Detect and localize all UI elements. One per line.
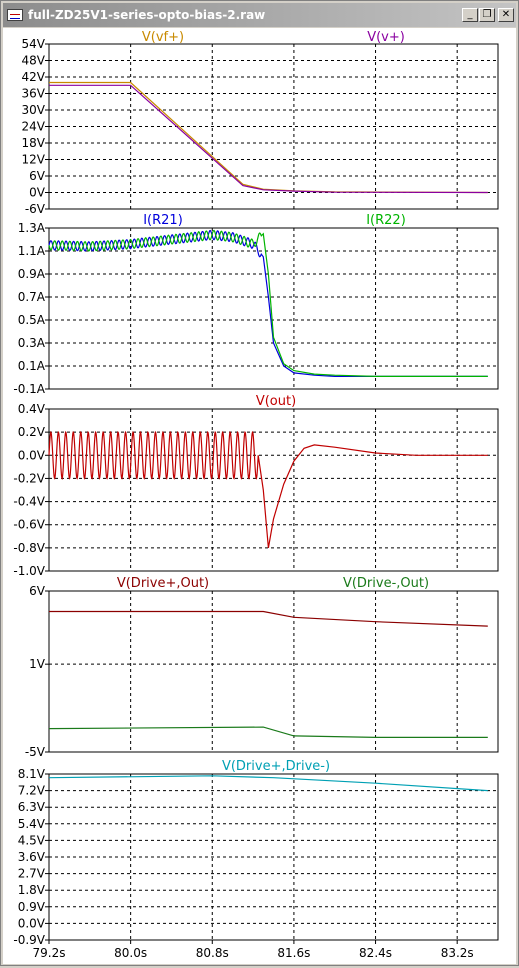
series-line-i-r21- — [48, 229, 488, 377]
y-tick-label: -1.0V — [13, 564, 45, 578]
waveform-app-icon — [7, 9, 23, 21]
series-line-v-drive-out- — [48, 726, 488, 739]
y-tick-label: 18V — [22, 136, 46, 150]
y-tick-label: -5V — [25, 745, 46, 759]
y-tick-label: 6V — [29, 169, 46, 183]
y-tick-label: 1V — [29, 657, 46, 671]
y-tick-label: 7.2V — [18, 784, 46, 798]
x-tick-label: 81.6s — [277, 946, 310, 960]
close-button[interactable]: ✕ — [498, 8, 514, 22]
x-tick-label: 82.4s — [359, 946, 392, 960]
series-title: I(R22) — [366, 213, 406, 228]
plot-panel-frame — [48, 227, 499, 390]
y-tick-label: 0V — [29, 186, 46, 200]
y-tick-label: 0.4V — [18, 402, 46, 416]
y-tick-label: 0.0V — [18, 448, 46, 462]
y-tick-label: 5.4V — [18, 817, 46, 831]
x-tick-label: 80.8s — [196, 946, 229, 960]
minimize-button[interactable]: _ — [462, 8, 478, 22]
series-title: V(vf+) — [142, 30, 184, 45]
y-tick-label: 54V — [22, 37, 46, 51]
x-tick-label: 79.2s — [33, 946, 66, 960]
y-tick-label: 0.3A — [18, 336, 46, 350]
series-title: V(Drive-,Out) — [343, 576, 429, 591]
y-tick-label: 6V — [29, 584, 46, 598]
y-tick-label: 0.7A — [18, 290, 46, 304]
y-tick-label: 0.9V — [18, 900, 46, 914]
y-tick-label: -0.1A — [13, 382, 45, 396]
series-title: V(v+) — [367, 30, 405, 45]
y-tick-label: 0.1A — [18, 359, 46, 373]
series-line-v-out- — [48, 430, 488, 549]
plot-panel-frame — [48, 590, 499, 753]
y-tick-label: 1.1A — [18, 244, 46, 258]
series-line-v-drive-drive- — [48, 775, 488, 792]
x-tick-label: 83.2s — [441, 946, 474, 960]
plot-panel-frame — [48, 408, 499, 572]
y-tick-label: -6V — [25, 202, 46, 216]
y-tick-label: 0.0V — [18, 916, 46, 930]
series-title: V(Drive+,Drive-) — [222, 759, 330, 774]
title-bar[interactable]: full-ZD25V1-series-opto-bias-2.raw _ ❐ ✕ — [3, 3, 516, 27]
y-tick-label: 0.2V — [18, 425, 46, 439]
series-line-v-v- — [49, 84, 488, 194]
y-tick-label: 1.8V — [18, 883, 46, 897]
y-tick-label: 48V — [22, 54, 46, 68]
waveform-plots[interactable]: 54V 48V 42V 36V 30V 24V 18V 12V 6V 0V -6V V(vf+) V(v… — [3, 28, 516, 964]
y-tick-label: -0.4V — [13, 495, 45, 509]
y-tick-label: 3.6V — [18, 850, 46, 864]
y-tick-label: 12V — [22, 153, 46, 167]
series-line-i-r22- — [48, 229, 488, 377]
window-title: full-ZD25V1-series-opto-bias-2.raw — [28, 8, 266, 22]
y-tick-label: 24V — [22, 120, 46, 134]
y-tick-label: 0.9A — [18, 267, 46, 281]
series-title: V(out) — [256, 394, 296, 409]
y-tick-label: 30V — [22, 103, 46, 117]
restore-button[interactable]: ❐ — [479, 8, 495, 22]
x-tick-label: 80.0s — [114, 946, 147, 960]
series-title: V(Drive+,Out) — [117, 576, 209, 591]
y-tick-label: -0.6V — [13, 518, 45, 532]
y-tick-label: -0.2V — [13, 471, 45, 485]
y-tick-label: 1.3A — [18, 221, 46, 235]
series-line-v-drive-out- — [49, 610, 488, 627]
y-tick-label: 2.7V — [18, 867, 46, 881]
y-tick-label: 36V — [22, 87, 46, 101]
y-tick-label: 0.5A — [18, 313, 46, 327]
y-tick-label: 6.3V — [18, 800, 46, 814]
y-tick-label: 8.1V — [18, 767, 46, 781]
series-title: I(R21) — [143, 213, 183, 228]
y-tick-label: -0.9V — [13, 933, 45, 947]
y-tick-label: -0.8V — [13, 541, 45, 555]
waveform-plot-area[interactable]: 54V 48V 42V 36V 30V 24V 18V 12V 6V 0V -6V V(vf+) V(v… — [3, 28, 516, 964]
y-tick-label: 42V — [22, 70, 46, 84]
y-tick-label: 4.5V — [18, 833, 46, 847]
